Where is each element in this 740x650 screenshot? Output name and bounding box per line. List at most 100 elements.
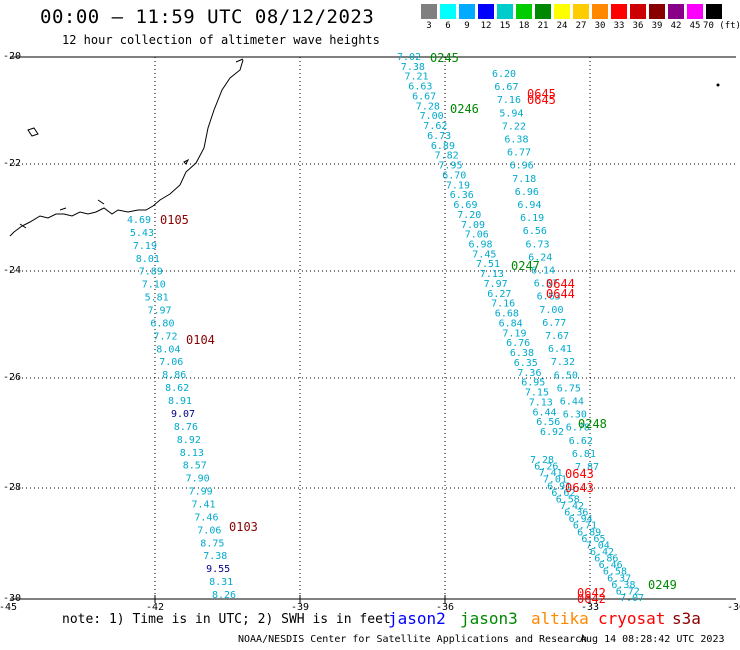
wave-height-label: 8.31: [209, 577, 233, 588]
map-title: 00:00 – 11:59 UTC 08/12/2023: [40, 6, 375, 28]
legend-swatch: [535, 4, 551, 19]
pass-time-label: 0104: [186, 333, 215, 347]
legend-label: 45: [689, 21, 701, 31]
legend-label: 9: [464, 21, 470, 31]
wave-height-label: 7.97: [148, 306, 172, 317]
wave-height-label: 6.50: [554, 370, 578, 381]
wave-height-label: 9.07: [171, 409, 195, 420]
lon-label: -36: [435, 602, 455, 613]
wave-height-label: 6.77: [507, 148, 531, 159]
pass-time-label: 0645: [527, 87, 556, 101]
wave-height-label: 7.72: [153, 331, 177, 342]
legend-swatch: [440, 4, 456, 19]
legend-label: 15: [499, 21, 511, 31]
wave-height-label: 8.01: [136, 254, 160, 265]
wave-height-label: 6.73: [526, 239, 550, 250]
wave-height-label: 6.67: [494, 82, 518, 93]
wave-height-label: 6.36: [564, 508, 588, 519]
pass-time-label: 0249: [648, 578, 677, 592]
wave-height-label: 7.00: [539, 305, 563, 316]
legend-swatch: [573, 4, 589, 19]
wave-height-label: 7.06: [197, 525, 221, 536]
wave-height-label: 6.69: [453, 200, 477, 211]
wave-height-label: 6.89: [577, 527, 601, 538]
wave-height-label: 6.63: [537, 292, 561, 303]
wave-height-label: 5.81: [145, 293, 169, 304]
wave-height-label: 7.41: [192, 500, 216, 511]
lat-label: -30: [3, 593, 22, 604]
legend-label: 21: [537, 21, 549, 31]
wave-height-label: 7.04: [586, 540, 610, 551]
wave-height-label: 6.57: [534, 279, 558, 290]
legend-label: 30: [594, 21, 606, 31]
wave-height-label: 7.13: [480, 269, 504, 280]
footer-timestamp: Aug 14 08:28:42 UTC 2023: [580, 634, 725, 645]
legend-swatch: [668, 4, 684, 19]
wave-height-label: 6.58: [603, 567, 627, 578]
wave-height-label: 6.94: [569, 514, 593, 525]
mission-legend-item: s3a: [672, 609, 701, 628]
wave-height-label: 8.91: [168, 396, 192, 407]
wave-height-label: 7.97: [484, 279, 508, 290]
wave-height-label: 7.41: [539, 468, 563, 479]
wave-height-label: 6.56: [536, 417, 560, 428]
wave-height-label: 7.21: [405, 72, 429, 83]
pass-time-label: 0245: [430, 51, 459, 65]
legend-label: 70 (ft): [703, 21, 740, 31]
pass-time-label: 0642: [577, 592, 606, 606]
lat-label: -20: [3, 51, 22, 62]
wave-height-label: 7.67: [545, 331, 569, 342]
legend-swatch: [706, 4, 722, 19]
wave-height-label: 6.26: [534, 462, 558, 473]
wave-height-label: 7.28: [530, 455, 554, 466]
wave-height-label: 6.91: [547, 481, 571, 492]
wave-height-label: 6.38: [611, 580, 635, 591]
wave-height-label: 6.86: [594, 554, 618, 565]
wave-height-label: 6.62: [569, 436, 593, 447]
legend-label: 36: [632, 21, 644, 31]
coastline: [9, 59, 244, 237]
wave-height-label: 7.18: [512, 174, 536, 185]
wave-height-label: 6.95: [521, 378, 545, 389]
wave-height-label: 6.98: [469, 240, 493, 251]
mission-legend-item: jason3: [460, 609, 518, 628]
pass-time-label: 0105: [160, 213, 189, 227]
lon-label: -33: [580, 602, 600, 613]
wave-height-label: 7.22: [502, 121, 526, 132]
lon-label: -45: [0, 602, 18, 613]
wave-height-label: 6.96: [510, 161, 534, 172]
pass-time-label: 0103: [229, 520, 258, 534]
legend-swatch: [516, 4, 532, 19]
wave-height-label: 6.46: [599, 560, 623, 571]
legend-swatch: [554, 4, 570, 19]
pass-time-label: 0643: [565, 467, 594, 481]
wave-height-label: 6.96: [515, 187, 539, 198]
wave-height-label: 6.27: [487, 289, 511, 300]
legend-swatch: [421, 4, 437, 19]
wave-height-label: 8.75: [200, 538, 224, 549]
legend-label: 24: [556, 21, 568, 31]
wave-height-label: 6.58: [556, 494, 580, 505]
wave-height-label: 6.44: [533, 407, 557, 418]
pass-time-label: 0644: [546, 277, 575, 291]
lon-label: -30: [726, 602, 740, 613]
wave-height-label: 7.62: [423, 121, 447, 132]
wave-height-label: 6.30: [563, 410, 587, 421]
wave-height-label: 6.92: [540, 427, 564, 438]
legend-swatch: [611, 4, 627, 19]
pass-time-label: 0645: [527, 93, 556, 107]
wave-height-label: 6.84: [499, 318, 523, 329]
wave-height-label: 5.94: [499, 108, 523, 119]
legend-swatch: [630, 4, 646, 19]
wave-height-label: 6.37: [607, 573, 631, 584]
lat-label: -28: [3, 482, 22, 493]
legend-label: 42: [670, 21, 682, 31]
time-labels: 0105 0104 0103 0245 0246 0247 0248 0249 06450645…: [160, 51, 677, 606]
wave-height-label: 7.95: [438, 161, 462, 172]
wave-height-label: 7.38: [401, 62, 425, 73]
wave-height-label: 7.06: [159, 357, 183, 368]
wave-height-label: 7.13: [529, 397, 553, 408]
wave-height-label: 6.89: [431, 141, 455, 152]
wave-height-label: 6.75: [557, 383, 581, 394]
